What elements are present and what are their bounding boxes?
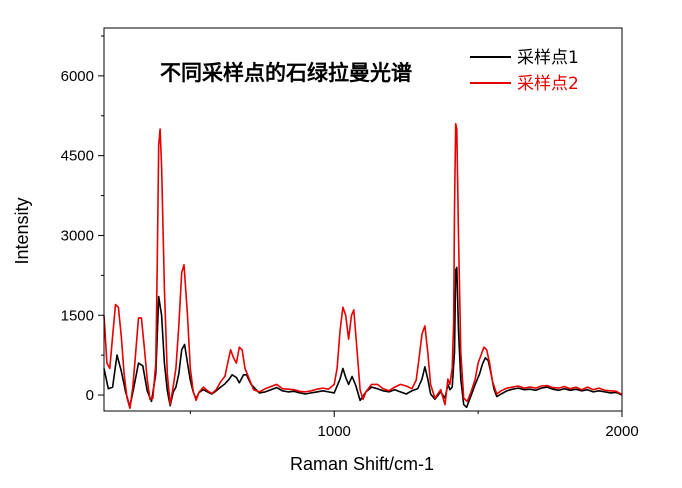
chart-title: 不同采样点的石绿拉曼光谱 [160,60,412,85]
series-line-2 [103,123,623,410]
legend: 采样点1 采样点2 [470,48,579,94]
x-tick-label: 1000 [318,423,351,440]
x-tick-label: 2000 [605,423,638,440]
legend-label-2: 采样点2 [517,74,579,94]
y-tick-label: 3000 [61,227,94,244]
y-tick-label: 0 [86,387,94,404]
legend-label-1: 采样点1 [517,48,579,68]
series-layer [103,123,623,410]
plot-frame [103,27,623,412]
y-tick-label: 1500 [61,307,94,324]
tick-layer: 0 1500 3000 4500 6000 1000 2000 [61,35,639,440]
y-axis-title: Intensity [12,197,32,264]
series-line-1 [103,266,623,409]
y-tick-label: 6000 [61,68,94,85]
x-axis-title: Raman Shift/cm-1 [290,454,434,474]
y-tick-label: 4500 [61,148,94,165]
